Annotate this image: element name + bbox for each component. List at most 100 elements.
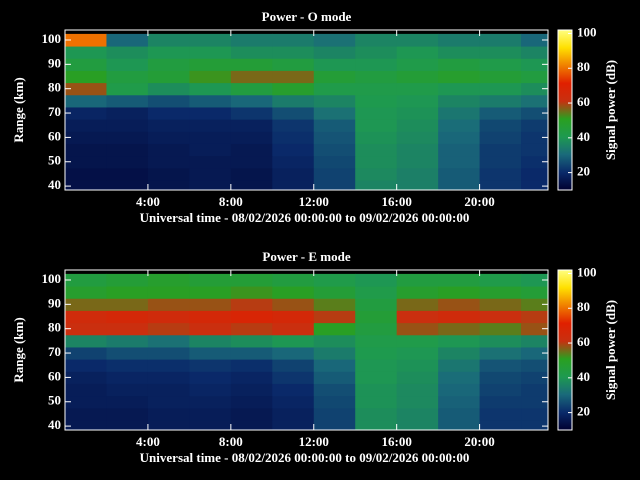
heatmap-cell: [355, 383, 398, 397]
heatmap-cell: [355, 131, 398, 144]
heatmap-cell: [396, 46, 439, 59]
heatmap-cell: [189, 143, 232, 157]
heatmap-cell: [438, 119, 481, 132]
heatmap-cell: [189, 322, 232, 336]
colorbar-tick-label: 20: [577, 404, 590, 419]
heatmap-cell: [272, 167, 315, 181]
heatmap-cell: [147, 119, 190, 132]
heatmap-cell: [396, 82, 439, 96]
heatmap-cell: [106, 106, 149, 120]
heatmap-cell: [313, 395, 356, 409]
heatmap-cell: [65, 310, 107, 324]
heatmap-cell: [479, 167, 522, 181]
heatmap-cell: [521, 58, 548, 71]
heatmap-cell: [479, 273, 522, 287]
heatmap-cell: [355, 119, 398, 132]
heatmap-cell: [230, 58, 273, 71]
heatmap-cell: [355, 420, 398, 430]
heatmap-cell: [479, 33, 522, 47]
heatmap-cell: [479, 334, 522, 348]
heatmap-cell: [355, 46, 398, 59]
x-tick-label: 20:00: [464, 194, 494, 209]
x-axis-label: Universal time - 08/02/2026 00:00:00 to …: [140, 210, 470, 225]
heatmap-cell: [65, 273, 107, 287]
heatmap-cell: [106, 371, 149, 384]
heatmap-cell: [355, 180, 398, 190]
heatmap-cell: [313, 143, 356, 157]
heatmap-cell: [521, 371, 548, 384]
heatmap-cell: [313, 94, 356, 108]
heatmap-cell: [65, 82, 107, 96]
heatmap-cell: [313, 359, 356, 372]
heatmap-cell: [479, 143, 522, 157]
heatmap-cell: [147, 70, 190, 84]
heatmap-cell: [355, 359, 398, 372]
heatmap-cell: [106, 359, 149, 372]
heatmap-cell: [479, 346, 522, 360]
y-tick-label: 80: [48, 320, 61, 335]
heatmap-cell: [313, 119, 356, 132]
heatmap-cell: [230, 82, 273, 96]
y-tick-label: 40: [48, 177, 61, 192]
heatmap-cell: [65, 46, 107, 59]
chart-title: Power - E mode: [262, 249, 350, 264]
heatmap-cell: [65, 383, 107, 397]
heatmap-cell: [272, 334, 315, 348]
heatmap-cell: [479, 420, 522, 430]
heatmap-cell: [189, 58, 232, 71]
heatmap-cell: [65, 371, 107, 384]
heatmap-cell: [396, 407, 439, 421]
heatmap-cell: [147, 180, 190, 190]
heatmap-cell: [355, 82, 398, 96]
heatmap-cell: [65, 359, 107, 372]
heatmap-cell: [521, 322, 548, 336]
heatmap-cell: [189, 407, 232, 421]
y-axis-label: Range (km): [11, 77, 26, 142]
heatmap-cell: [230, 131, 273, 144]
heatmap-cell: [272, 395, 315, 409]
heatmap-cell: [355, 106, 398, 120]
heatmap-cell: [230, 70, 273, 84]
heatmap-cell: [230, 420, 273, 430]
heatmap-cell: [106, 82, 149, 96]
heatmap-cells: [65, 273, 548, 430]
heatmap-cell: [396, 180, 439, 190]
colorbar-tick-label: 100: [577, 264, 597, 279]
heatmap-cell: [272, 383, 315, 397]
heatmap-cell: [272, 94, 315, 108]
heatmap-cell: [106, 334, 149, 348]
heatmap-cell: [147, 383, 190, 397]
heatmap-cell: [521, 420, 548, 430]
heatmap-cell: [313, 82, 356, 96]
heatmap-cell: [313, 407, 356, 421]
heatmap-cell: [272, 46, 315, 59]
heatmap-cell: [521, 33, 548, 47]
heatmap-cell: [521, 106, 548, 120]
heatmap-cell: [313, 155, 356, 169]
heatmap-cell: [438, 131, 481, 144]
heatmap-cell: [106, 155, 149, 169]
heatmap-cell: [65, 407, 107, 421]
heatmap-cell: [438, 33, 481, 47]
heatmap-cell: [521, 383, 548, 397]
heatmap-cell: [147, 273, 190, 287]
heatmap-cell: [396, 273, 439, 287]
heatmap-cell: [65, 70, 107, 84]
heatmap-cell: [355, 322, 398, 336]
heatmap-cell: [355, 407, 398, 421]
heatmap-cell: [438, 334, 481, 348]
heatmap-cell: [355, 70, 398, 84]
heatmap-cell: [65, 119, 107, 132]
heatmap-cell: [272, 155, 315, 169]
heatmap-cell: [230, 94, 273, 108]
heatmap-cell: [106, 70, 149, 84]
heatmap-cell: [521, 310, 548, 324]
heatmap-cell: [355, 273, 398, 287]
heatmap-cell: [189, 298, 232, 311]
heatmap-cell: [521, 359, 548, 372]
y-tick-label: 80: [48, 80, 61, 95]
heatmap-cell: [438, 359, 481, 372]
colorbar-tick-label: 100: [577, 24, 597, 39]
heatmap-cell: [438, 310, 481, 324]
